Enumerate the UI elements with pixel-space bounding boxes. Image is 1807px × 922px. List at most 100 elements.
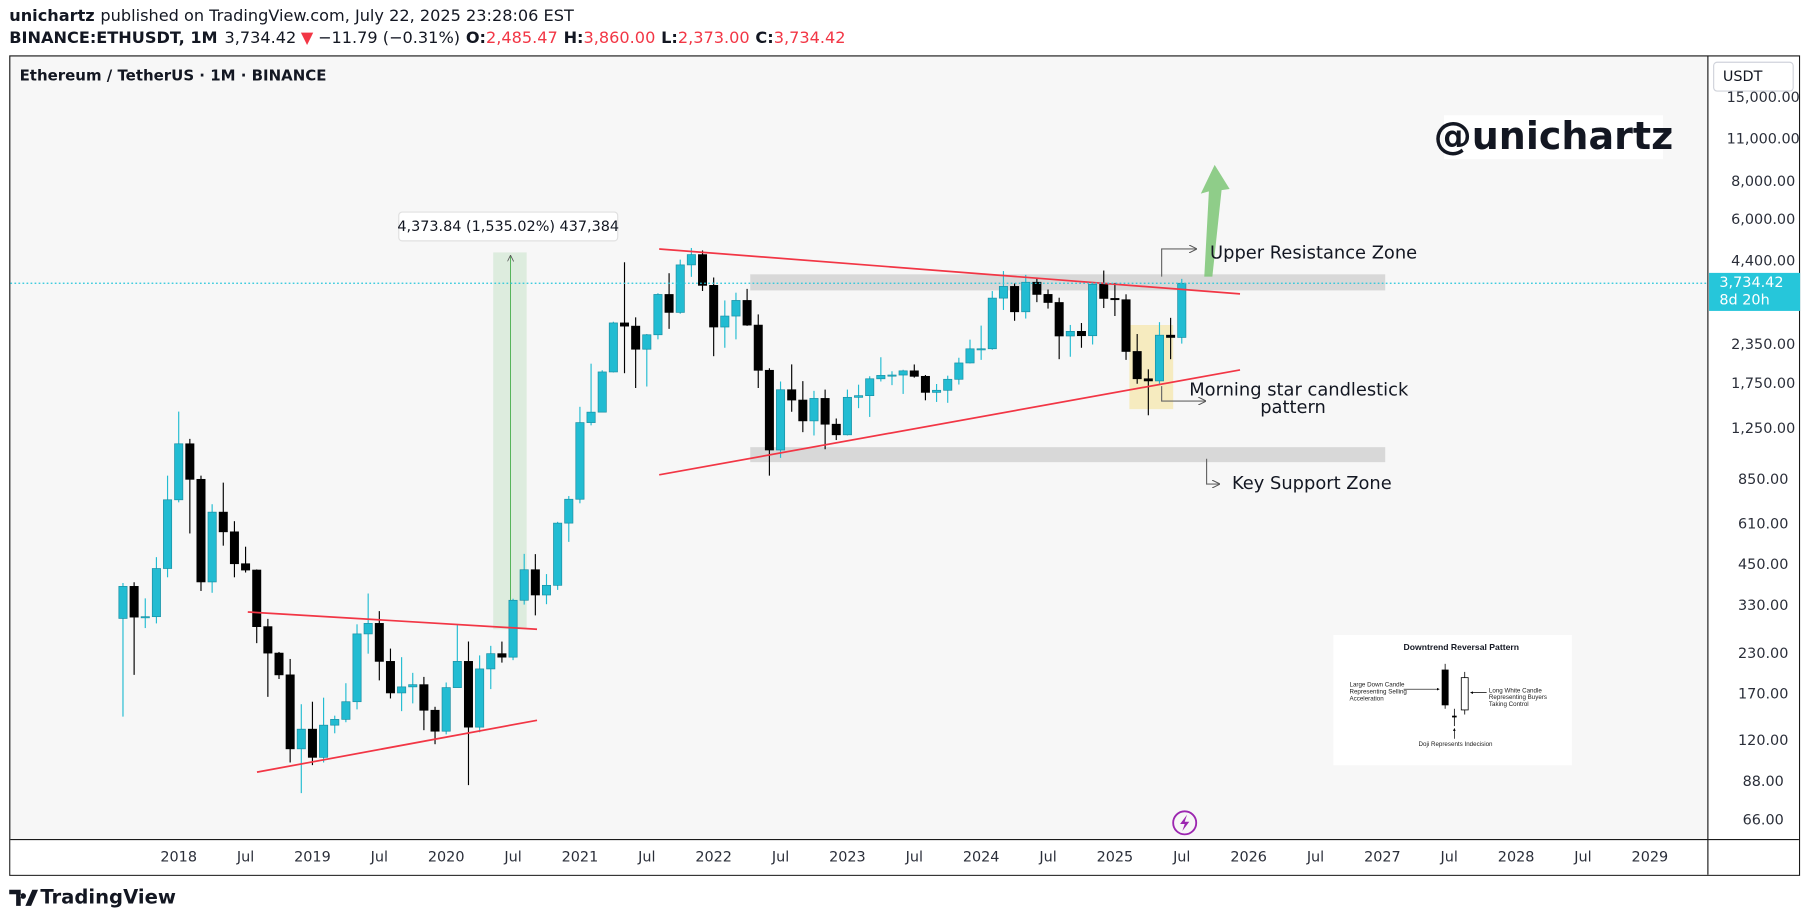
x-tick-label: 2026	[1230, 849, 1267, 865]
annotation: Key Support Zone	[1232, 473, 1392, 494]
inset-title: Downtrend Reversal Pattern	[1404, 642, 1520, 652]
candle-body	[118, 586, 128, 619]
published: published on TradingView.com, July 22, 2…	[100, 6, 574, 25]
candle-body	[541, 584, 551, 596]
currency-button[interactable]	[1713, 61, 1794, 92]
candle-body	[932, 389, 942, 393]
candle-body	[1132, 351, 1142, 380]
inset-candle	[1441, 669, 1449, 706]
candle-body	[809, 398, 819, 422]
annotation: Upper Resistance Zone	[1210, 243, 1417, 264]
candle-body	[720, 315, 730, 328]
candle-body	[776, 389, 786, 451]
chart-title: Ethereum / TetherUS · 1M · BINANCE	[20, 67, 327, 85]
ohlc-value: 3,860.00	[584, 28, 656, 47]
drawings	[493, 252, 1386, 630]
candle-body	[1121, 299, 1131, 352]
x-tick-label: 2023	[829, 849, 866, 865]
ohlc-value: 2,373.00	[678, 28, 750, 47]
measure-label-box	[398, 211, 619, 242]
inset-note-line: Representing Buyers	[1489, 694, 1547, 701]
y-tick-label: 11,000.00	[1727, 131, 1800, 147]
pointer	[1206, 458, 1220, 484]
measure-range	[493, 252, 527, 630]
candle-body	[954, 362, 964, 380]
icon-bolt	[1180, 814, 1190, 831]
inset-note: Long White Candle Representing Buyers Taki…	[1489, 687, 1547, 708]
candles	[118, 247, 1187, 794]
candle-body	[1010, 286, 1020, 313]
candle-body	[163, 499, 173, 569]
candle-body	[608, 322, 618, 373]
candle-body	[887, 374, 897, 377]
candle-body	[831, 423, 841, 436]
logo-mark	[9, 889, 39, 906]
candle-body	[798, 399, 808, 422]
trendline	[256, 719, 538, 774]
candle-body	[631, 325, 641, 350]
x-tick-label: Jul	[1440, 849, 1458, 865]
candle-body	[909, 370, 919, 377]
candle-body	[397, 686, 407, 694]
candle-body	[642, 334, 652, 350]
candle-body	[653, 294, 663, 336]
x-tick-label: 2024	[963, 849, 1000, 865]
candle-body	[1054, 302, 1064, 337]
inset-candle	[1460, 677, 1469, 711]
candle-body	[519, 569, 529, 601]
y-tick-label: 8,000.00	[1731, 174, 1795, 190]
x-tick-label: 2022	[695, 849, 732, 865]
x-tick-label: 2020	[428, 849, 465, 865]
y-tick-label: 230.00	[1738, 646, 1788, 662]
y-tick-label: 120.00	[1738, 733, 1788, 749]
x-tick-label: 2021	[562, 849, 599, 865]
watermark: @unichartz	[1434, 114, 1673, 158]
inset-note-line: Long White Candle	[1489, 687, 1542, 694]
candle-body	[586, 411, 596, 423]
icon[interactable]	[1172, 810, 1198, 836]
candle-body	[1099, 283, 1109, 299]
support-zone	[750, 447, 1386, 463]
y-tick-label: 330.00	[1738, 598, 1788, 614]
x-tick-label: Jul	[1172, 849, 1190, 865]
ohlc-key: L:	[661, 28, 678, 47]
inset: Downtrend Reversal Pattern Large Down Ca…	[1333, 635, 1572, 766]
currency: USDT	[1723, 69, 1763, 85]
candle-body	[385, 661, 395, 694]
trendline	[659, 369, 1241, 476]
symbol: BINANCE:ETHUSDT, 1M	[9, 28, 217, 47]
inset-note-line: Acceleration	[1349, 695, 1384, 702]
inset-bg	[1333, 635, 1572, 766]
candle-body	[854, 395, 864, 398]
ohlc-key: O:	[466, 28, 486, 47]
header-quote: BINANCE:ETHUSDT, 1M 3,734.42 ▼ −11.79 (−0.3…	[9, 28, 845, 47]
candle-body	[1143, 378, 1153, 382]
candle-body	[943, 378, 953, 391]
candle-body	[174, 443, 184, 501]
y-tick-label: 66.00	[1743, 812, 1784, 828]
candle-body	[731, 300, 741, 317]
candle-body	[1032, 281, 1042, 295]
measure-label: 4,373.84 (1,535.02%) 437,384	[397, 219, 619, 235]
candle-body	[620, 322, 630, 327]
candle-body	[341, 701, 351, 720]
candle-body	[252, 569, 262, 627]
x-tick-label: 2018	[160, 849, 197, 865]
inset-note: Large Down Candle Representing Selling Acc…	[1349, 681, 1407, 702]
candle-body	[296, 728, 306, 750]
candle-body	[998, 286, 1008, 299]
candle-body	[698, 254, 708, 286]
candle-body	[1076, 331, 1086, 337]
candle-body	[330, 719, 340, 726]
trendline	[247, 611, 538, 631]
last-price-label: 3,734.42	[1719, 275, 1783, 291]
change: −11.79 (−0.31%)	[318, 28, 460, 47]
candle-body	[1088, 283, 1098, 337]
candle-body	[475, 668, 485, 728]
candle-body	[1110, 298, 1120, 301]
candle-body	[976, 348, 986, 351]
candle-body	[263, 626, 273, 654]
candle-body	[1166, 334, 1176, 338]
x-tick-label: Jul	[905, 849, 923, 865]
